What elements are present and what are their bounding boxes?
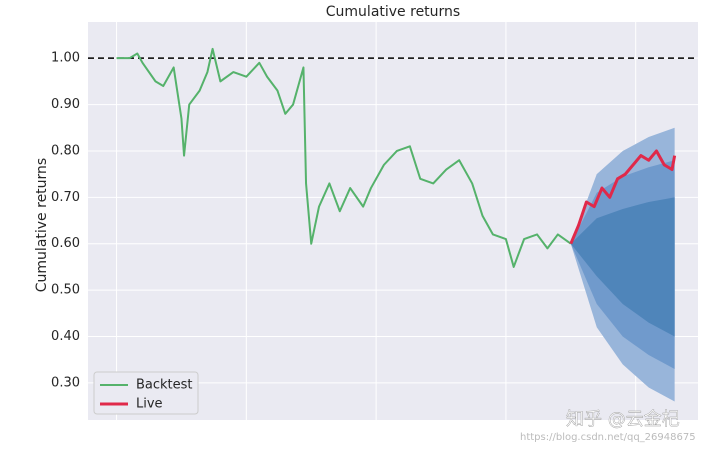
y-tick-label: 0.80: [51, 143, 80, 158]
chart-title: Cumulative returns: [326, 4, 460, 20]
watermark-brand: 知乎 @云金杞: [566, 409, 680, 430]
y-tick-label: 0.30: [51, 375, 80, 390]
y-tick-label: 0.50: [51, 283, 80, 298]
series-line: [116, 47, 572, 268]
watermark-url: https://blog.csdn.net/qq_26948675: [520, 432, 696, 443]
legend-label: Backtest: [136, 378, 193, 393]
y-tick-label: 0.90: [51, 97, 80, 112]
legend: Backtest Live: [93, 371, 199, 415]
legend-label: Live: [136, 397, 163, 412]
y-axis-label: Cumulative returns: [34, 158, 50, 292]
y-tick-label: 0.60: [51, 236, 80, 251]
y-tick-label: 1.00: [51, 51, 80, 66]
marks: [88, 47, 698, 402]
y-tick-label: 0.70: [51, 190, 80, 205]
cone-band: [570, 197, 675, 337]
series-line: [569, 149, 677, 245]
y-tick-label: 0.40: [51, 329, 80, 344]
